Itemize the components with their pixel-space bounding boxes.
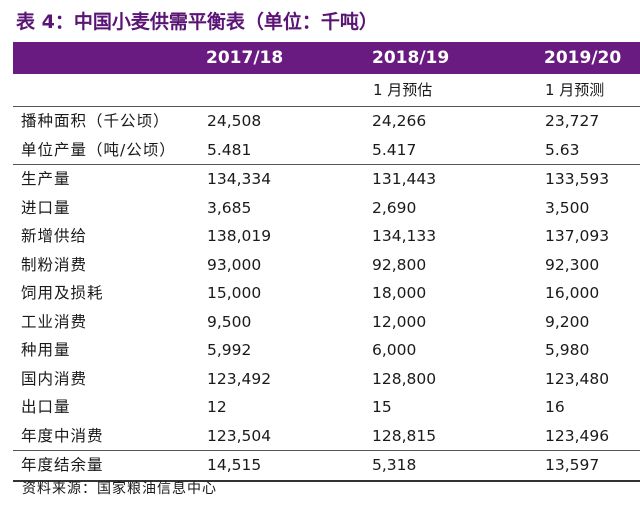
cell: 9,500 bbox=[207, 312, 252, 331]
row-label: 饲用及损耗 bbox=[21, 284, 104, 302]
cell: 16,000 bbox=[545, 284, 600, 302]
cell: 2,690 bbox=[372, 198, 417, 217]
cell: 15,000 bbox=[207, 284, 262, 302]
cell: 93,000 bbox=[207, 255, 262, 274]
cell: 133,593 bbox=[545, 170, 610, 188]
cell: 3,685 bbox=[207, 198, 252, 217]
row-label: 国内消费 bbox=[21, 369, 88, 388]
row-label: 进口量 bbox=[21, 198, 71, 217]
table-row-total: 年度结余量 14,515 5,318 13,597 bbox=[13, 451, 640, 480]
cell: 23,727 bbox=[545, 112, 600, 130]
table-row: 播种面积（千公顷） 24,508 24,266 23,727 bbox=[13, 107, 640, 136]
cell: 13,597 bbox=[545, 456, 600, 474]
row-label: 新增供给 bbox=[21, 227, 88, 245]
cell: 138,019 bbox=[207, 227, 272, 245]
divider bbox=[13, 106, 640, 107]
cell: 92,800 bbox=[372, 255, 427, 274]
table-row: 生产量 134,334 131,443 133,593 bbox=[13, 165, 640, 194]
row-label: 年度中消费 bbox=[21, 426, 104, 445]
bottom-rule bbox=[13, 479, 640, 482]
row-label: 播种面积（千公顷） bbox=[21, 112, 170, 130]
cell: 12,000 bbox=[372, 312, 427, 331]
table-row: 进口量 3,685 2,690 3,500 bbox=[13, 194, 640, 223]
table-row: 出口量 12 15 16 bbox=[13, 393, 640, 422]
table-row: 年度中消费 123,504 128,815 123,496 bbox=[13, 422, 640, 451]
cell: 5,992 bbox=[207, 341, 252, 359]
cell: 92,300 bbox=[545, 255, 600, 274]
cell: 24,266 bbox=[372, 112, 427, 130]
cell: 15 bbox=[372, 398, 392, 416]
cell: 9,200 bbox=[545, 312, 590, 331]
cell: 14,515 bbox=[207, 456, 262, 474]
cell: 123,504 bbox=[207, 426, 272, 445]
table-row: 单位产量（吨/公顷） 5.481 5.417 5.63 bbox=[13, 136, 640, 165]
table-title: 表 4：中国小麦供需平衡表（单位：千吨） bbox=[16, 11, 378, 33]
table-row: 饲用及损耗 15,000 18,000 16,000 bbox=[13, 279, 640, 308]
cell: 128,815 bbox=[372, 426, 437, 445]
divider bbox=[13, 450, 640, 451]
cell: 16 bbox=[545, 398, 565, 416]
cell: 134,133 bbox=[372, 227, 437, 245]
cell: 5.417 bbox=[372, 140, 417, 159]
column-header-2019-20: 2019/20 bbox=[544, 48, 622, 68]
wheat-balance-table: 2017/18 2018/19 2019/20 1 月预估 1 月预测 播种面积… bbox=[13, 42, 640, 482]
subheader-forecast: 1 月预测 bbox=[545, 81, 605, 99]
cell: 5.63 bbox=[545, 140, 580, 159]
column-header-2018-19: 2018/19 bbox=[372, 48, 450, 68]
cell: 123,480 bbox=[545, 369, 610, 388]
table-row: 工业消费 9,500 12,000 9,200 bbox=[13, 308, 640, 337]
table-row: 制粉消费 93,000 92,800 92,300 bbox=[13, 251, 640, 280]
cell: 12 bbox=[207, 398, 227, 416]
row-label: 年度结余量 bbox=[21, 456, 104, 474]
cell: 131,443 bbox=[372, 170, 437, 188]
cell: 137,093 bbox=[545, 227, 610, 245]
cell: 6,000 bbox=[372, 341, 417, 359]
cell: 18,000 bbox=[372, 284, 427, 302]
subheader-estimate: 1 月预估 bbox=[373, 81, 433, 99]
row-label: 单位产量（吨/公顷） bbox=[21, 140, 176, 159]
source-note: 资料来源：国家粮油信息中心 bbox=[22, 481, 217, 497]
row-label: 生产量 bbox=[21, 170, 71, 188]
row-label: 种用量 bbox=[21, 341, 71, 359]
table-row: 种用量 5,992 6,000 5,980 bbox=[13, 336, 640, 365]
subheader-row: 1 月预估 1 月预测 bbox=[13, 74, 640, 106]
table-row: 新增供给 138,019 134,133 137,093 bbox=[13, 222, 640, 251]
divider bbox=[13, 164, 640, 165]
cell: 5,318 bbox=[372, 456, 417, 474]
table-row: 国内消费 123,492 128,800 123,480 bbox=[13, 365, 640, 394]
column-header-2017-18: 2017/18 bbox=[206, 48, 284, 68]
row-label: 出口量 bbox=[21, 398, 71, 416]
cell: 128,800 bbox=[372, 369, 437, 388]
cell: 5,980 bbox=[545, 341, 590, 359]
row-label: 制粉消费 bbox=[21, 255, 88, 274]
row-label: 工业消费 bbox=[21, 312, 88, 331]
cell: 123,496 bbox=[545, 426, 610, 445]
cell: 123,492 bbox=[207, 369, 272, 388]
cell: 24,508 bbox=[207, 112, 262, 130]
cell: 3,500 bbox=[545, 198, 590, 217]
cell: 134,334 bbox=[207, 170, 272, 188]
table-header: 2017/18 2018/19 2019/20 bbox=[13, 42, 640, 74]
cell: 5.481 bbox=[207, 140, 252, 159]
